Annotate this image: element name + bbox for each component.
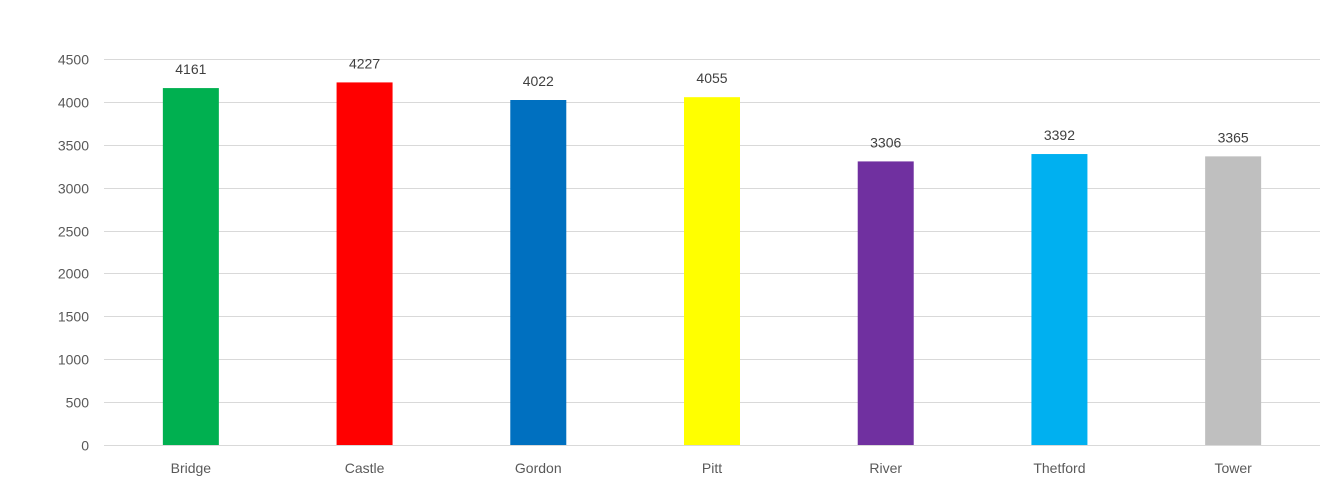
data-label-bridge: 4161 (175, 61, 206, 77)
data-label-pitt: 4055 (696, 70, 727, 86)
y-tick-label: 3500 (58, 138, 89, 154)
y-tick-label: 1000 (58, 352, 89, 368)
data-label-thetford: 3392 (1044, 127, 1075, 143)
data-label-gordon: 4022 (523, 73, 554, 89)
bars (162, 82, 1262, 446)
y-tick-label: 4500 (58, 52, 89, 68)
bar-gordon (510, 100, 567, 446)
x-axis-tick-labels: Bridge Castle Gordon Pitt River Thetford Tower (171, 460, 1253, 476)
data-label-castle: 4227 (349, 55, 380, 71)
bar-river (857, 161, 914, 445)
x-tick-label-tower: Tower (1214, 460, 1252, 476)
bar-tower (1205, 156, 1262, 445)
data-label-tower: 3365 (1218, 129, 1249, 145)
bar-pitt (684, 97, 740, 445)
x-tick-label-castle: Castle (345, 460, 385, 476)
x-tick-label-thetford: Thetford (1033, 460, 1085, 476)
x-tick-label-river: River (869, 460, 902, 476)
data-label-river: 3306 (870, 134, 901, 150)
x-tick-label-gordon: Gordon (515, 460, 562, 476)
y-axis-tick-labels: 0 500 1000 1500 2000 2500 3000 3500 4000 4500 (58, 52, 89, 454)
x-tick-label-pitt: Pitt (702, 460, 722, 476)
y-tick-label: 2000 (58, 266, 89, 282)
bar-castle (336, 82, 393, 446)
y-tick-label: 3000 (58, 181, 89, 197)
y-tick-label: 500 (66, 395, 90, 411)
bar-bridge (162, 88, 219, 445)
x-tick-label-bridge: Bridge (171, 460, 212, 476)
y-tick-label: 2500 (58, 224, 89, 240)
data-labels: 4161 4227 4022 4055 3306 3392 3365 (175, 55, 1249, 150)
bar-thetford (1031, 154, 1088, 445)
y-tick-label: 1500 (58, 309, 89, 325)
y-tick-label: 0 (81, 438, 89, 454)
y-tick-label: 4000 (58, 95, 89, 111)
